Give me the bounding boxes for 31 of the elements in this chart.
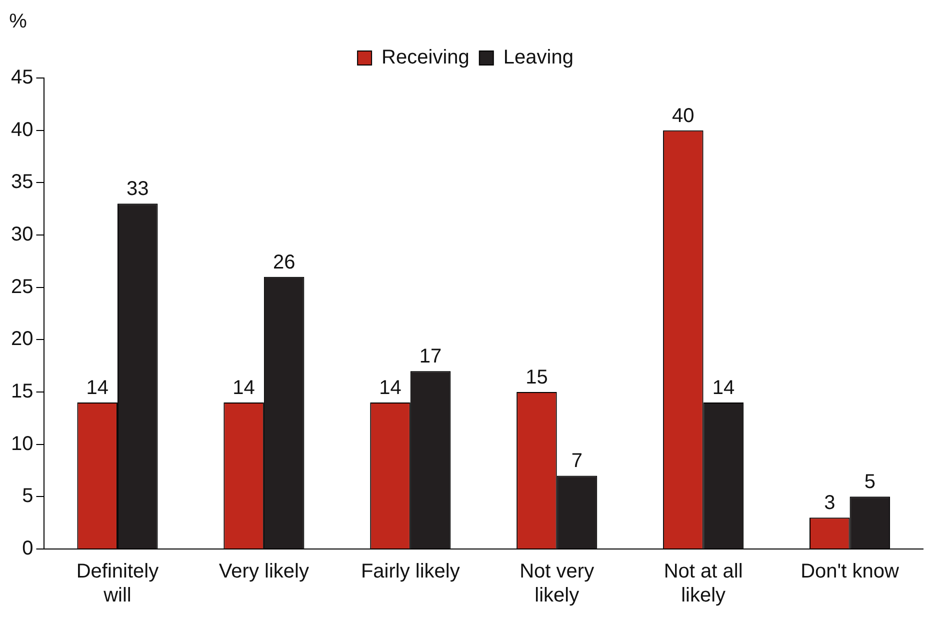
data-label: 26	[272, 251, 296, 274]
x-tick-label: Not at all likely	[664, 560, 743, 607]
x-tick-label: Fairly likely	[360, 560, 460, 583]
y-tick-label: 10	[10, 432, 34, 455]
data-label: 5	[864, 471, 876, 494]
data-label: 14	[712, 376, 735, 399]
y-tick-label: 20	[10, 328, 34, 350]
y-tick-label: 0	[22, 538, 34, 560]
data-label: 14	[379, 376, 402, 399]
data-label: 14	[86, 376, 108, 399]
y-tick-label: 40	[10, 118, 34, 141]
legend-label: Leaving	[503, 46, 574, 69]
data-label: 15	[526, 366, 548, 389]
y-tick-label: 15	[10, 380, 34, 403]
data-label: 40	[672, 104, 694, 127]
x-tick-label: Definitely will	[76, 560, 159, 607]
x-tick-label: Very likely	[218, 560, 309, 583]
y-axis-title: %	[9, 10, 28, 33]
data-label: 17	[419, 346, 442, 368]
y-tick-label: 35	[10, 171, 34, 194]
data-label: 14	[232, 376, 255, 399]
x-tick-label: Not very likely	[520, 560, 594, 607]
data-label: 7	[571, 450, 583, 472]
x-tick-label: Don't know	[800, 560, 900, 583]
y-tick-label: 45	[10, 66, 34, 89]
data-label: 3	[824, 492, 836, 514]
data-label: 33	[126, 178, 149, 200]
y-tick-label: 5	[22, 485, 34, 508]
legend-label: Receiving	[382, 46, 470, 69]
y-tick-label: 25	[10, 276, 34, 298]
y-tick-label: 30	[10, 224, 34, 246]
